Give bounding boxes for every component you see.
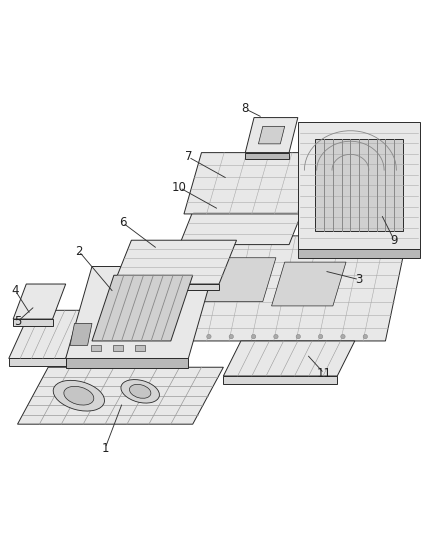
Polygon shape	[92, 275, 193, 341]
Polygon shape	[197, 258, 276, 302]
Polygon shape	[298, 249, 420, 258]
Bar	[91, 345, 101, 351]
Circle shape	[296, 334, 300, 339]
Polygon shape	[258, 126, 285, 144]
Circle shape	[318, 334, 323, 339]
Ellipse shape	[64, 386, 94, 405]
Polygon shape	[66, 359, 188, 368]
Text: 2: 2	[75, 245, 83, 257]
Polygon shape	[66, 266, 215, 359]
Circle shape	[229, 334, 233, 339]
Polygon shape	[245, 152, 289, 159]
Polygon shape	[18, 367, 223, 424]
Text: 3: 3	[356, 273, 363, 286]
Polygon shape	[162, 236, 407, 341]
Polygon shape	[223, 341, 355, 376]
Polygon shape	[114, 284, 219, 290]
Polygon shape	[315, 140, 403, 231]
Circle shape	[363, 334, 367, 339]
Circle shape	[251, 334, 256, 339]
Text: 5: 5	[14, 315, 21, 328]
Text: 6: 6	[119, 216, 127, 229]
Circle shape	[184, 334, 189, 339]
Text: 9: 9	[390, 233, 398, 247]
Polygon shape	[223, 376, 337, 384]
Ellipse shape	[121, 379, 159, 403]
Text: 11: 11	[317, 367, 332, 380]
Ellipse shape	[53, 381, 105, 411]
Polygon shape	[184, 152, 337, 214]
Polygon shape	[245, 118, 298, 152]
Polygon shape	[9, 310, 88, 359]
Circle shape	[341, 334, 345, 339]
Circle shape	[207, 334, 211, 339]
Polygon shape	[180, 201, 307, 245]
Bar	[135, 345, 145, 351]
Ellipse shape	[130, 384, 151, 398]
Text: 7: 7	[184, 150, 192, 164]
Text: 10: 10	[172, 181, 187, 194]
Text: 8: 8	[242, 102, 249, 115]
Polygon shape	[272, 262, 346, 306]
Polygon shape	[13, 319, 53, 326]
Polygon shape	[114, 240, 237, 284]
Polygon shape	[9, 359, 66, 366]
Text: 1: 1	[101, 442, 109, 455]
Circle shape	[274, 334, 278, 339]
Bar	[113, 345, 123, 351]
Polygon shape	[13, 284, 66, 319]
Polygon shape	[70, 324, 92, 345]
Polygon shape	[298, 122, 420, 249]
Text: 4: 4	[11, 284, 19, 297]
